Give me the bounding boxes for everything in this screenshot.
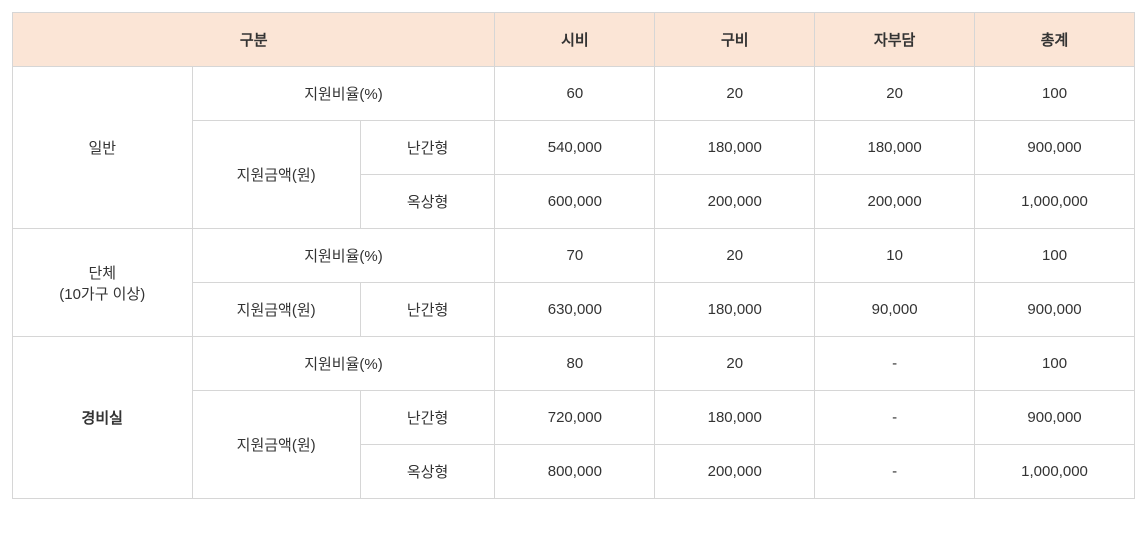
cell-value: 20 [655, 337, 815, 391]
cell-value: 90,000 [815, 283, 975, 337]
cell-value: 600,000 [495, 175, 655, 229]
table-row: 일반 지원비율(%) 60 20 20 100 [13, 67, 1135, 121]
cell-value: 900,000 [975, 391, 1135, 445]
cell-value: 720,000 [495, 391, 655, 445]
cell-value: 10 [815, 229, 975, 283]
label-ratio: 지원비율(%) [192, 229, 495, 283]
group-group10-name1: 단체 [88, 265, 116, 282]
cell-value: 100 [975, 337, 1135, 391]
label-amount: 지원금액(원) [192, 121, 360, 229]
label-amount: 지원금액(원) [192, 283, 360, 337]
cell-value: 20 [655, 229, 815, 283]
cell-value: 80 [495, 337, 655, 391]
header-col2: 구비 [655, 13, 815, 67]
label-ratio: 지원비율(%) [192, 337, 495, 391]
cell-value: 630,000 [495, 283, 655, 337]
cell-value: 540,000 [495, 121, 655, 175]
support-table: 구분 시비 구비 자부담 총계 일반 지원비율(%) 60 20 20 100 … [12, 12, 1135, 499]
cell-value: 60 [495, 67, 655, 121]
cell-value: 200,000 [655, 175, 815, 229]
label-type2: 옥상형 [360, 445, 495, 499]
cell-value: 20 [655, 67, 815, 121]
cell-value: 200,000 [655, 445, 815, 499]
cell-value: 900,000 [975, 121, 1135, 175]
table-row: 단체 (10가구 이상) 지원비율(%) 70 20 10 100 [13, 229, 1135, 283]
cell-value: 20 [815, 67, 975, 121]
label-type1: 난간형 [360, 391, 495, 445]
cell-value: 1,000,000 [975, 445, 1135, 499]
header-col4: 총계 [975, 13, 1135, 67]
header-category: 구분 [13, 13, 495, 67]
group-group10-name2: (10가구 이상) [59, 286, 145, 303]
cell-value: 100 [975, 67, 1135, 121]
cell-value: 180,000 [815, 121, 975, 175]
cell-value: - [815, 391, 975, 445]
label-amount: 지원금액(원) [192, 391, 360, 499]
group-general-name: 일반 [13, 67, 193, 229]
cell-value: 800,000 [495, 445, 655, 499]
cell-value: 180,000 [655, 283, 815, 337]
cell-value: 100 [975, 229, 1135, 283]
cell-value: 180,000 [655, 121, 815, 175]
label-type1: 난간형 [360, 121, 495, 175]
group-group10-name: 단체 (10가구 이상) [13, 229, 193, 337]
cell-value: 200,000 [815, 175, 975, 229]
cell-value: - [815, 445, 975, 499]
cell-value: 180,000 [655, 391, 815, 445]
header-col1: 시비 [495, 13, 655, 67]
table-header-row: 구분 시비 구비 자부담 총계 [13, 13, 1135, 67]
cell-value: 900,000 [975, 283, 1135, 337]
group-security-name: 경비실 [13, 337, 193, 499]
label-type1: 난간형 [360, 283, 495, 337]
table-row: 경비실 지원비율(%) 80 20 - 100 [13, 337, 1135, 391]
cell-value: 70 [495, 229, 655, 283]
header-col3: 자부담 [815, 13, 975, 67]
cell-value: 1,000,000 [975, 175, 1135, 229]
label-ratio: 지원비율(%) [192, 67, 495, 121]
cell-value: - [815, 337, 975, 391]
label-type2: 옥상형 [360, 175, 495, 229]
